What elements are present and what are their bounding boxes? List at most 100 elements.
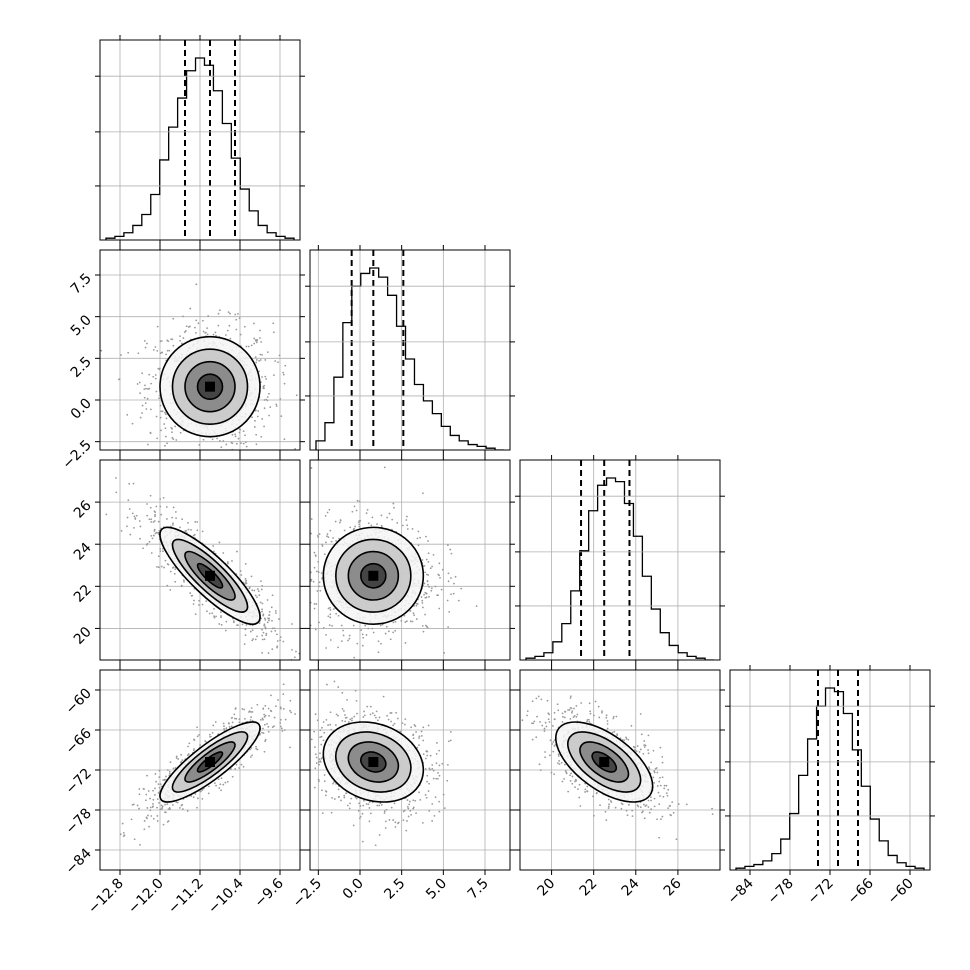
sample-point: [261, 628, 263, 631]
sample-point: [228, 456, 230, 458]
sample-point: [187, 745, 189, 748]
sample-point: [392, 819, 395, 821]
sample-point: [202, 438, 205, 441]
sample-point: [329, 723, 332, 726]
sample-point: [164, 411, 166, 414]
sample-point: [189, 307, 192, 310]
sample-point: [133, 515, 136, 518]
sample-point: [263, 407, 266, 410]
sample-point: [242, 765, 245, 768]
sample-point: [401, 524, 404, 527]
sample-point: [430, 589, 433, 592]
scatter-panel-3-2: 20 22 24 26: [515, 665, 725, 899]
sample-point: [171, 516, 173, 519]
sample-point: [406, 806, 409, 808]
density-contour: [159, 335, 261, 438]
sample-point: [441, 762, 444, 765]
sample-point: [291, 623, 293, 625]
sample-point: [201, 797, 204, 800]
sample-point: [271, 726, 274, 729]
sample-point: [196, 529, 199, 532]
sample-point: [432, 769, 435, 772]
sample-point: [257, 590, 260, 592]
sample-point: [256, 703, 259, 706]
sample-point: [377, 651, 380, 654]
sample-point: [385, 808, 388, 811]
sample-point: [447, 580, 450, 583]
sample-point: [165, 353, 167, 356]
sample-point: [249, 719, 252, 721]
sample-point: [438, 749, 441, 752]
sample-point: [296, 663, 298, 665]
sample-point: [322, 626, 325, 629]
sample-point: [172, 767, 175, 770]
sample-point: [368, 807, 371, 809]
sample-point: [391, 518, 394, 521]
sample-point: [230, 725, 233, 728]
sample-point: [216, 437, 218, 440]
sample-point: [384, 827, 387, 829]
sample-point: [198, 599, 200, 602]
sample-point: [158, 801, 160, 804]
sample-point: [412, 733, 415, 736]
sample-point: [424, 767, 427, 770]
sample-point: [134, 518, 137, 520]
sample-point: [446, 544, 449, 547]
sample-point: [316, 719, 319, 722]
sample-point: [521, 719, 524, 722]
density-contour: [171, 538, 249, 613]
sample-point: [230, 717, 233, 719]
sample-point: [282, 707, 285, 710]
sample-point: [270, 694, 272, 697]
sample-point: [329, 606, 331, 609]
sample-point: [159, 498, 162, 500]
sample-point: [367, 627, 370, 630]
sample-point: [180, 342, 183, 345]
sample-point: [335, 713, 338, 716]
sample-point: [189, 592, 192, 594]
sample-point: [356, 712, 358, 715]
sample-point: [428, 809, 431, 812]
sample-point: [166, 769, 169, 771]
histogram-2: [525, 477, 714, 660]
sample-point: [142, 787, 145, 790]
sample-point: [252, 322, 255, 325]
sample-point: [191, 511, 193, 513]
sample-point: [364, 624, 367, 627]
sample-point: [407, 815, 410, 818]
sample-point: [348, 634, 351, 637]
sample-point: [209, 735, 212, 738]
sample-point: [156, 565, 158, 568]
density-contour: [184, 550, 236, 601]
x-tick-label: −12.0: [125, 876, 167, 918]
sample-point: [148, 518, 151, 521]
sample-point: [245, 624, 248, 626]
sample-point: [268, 414, 270, 417]
sample-point: [308, 511, 310, 513]
sample-point: [446, 599, 449, 602]
sample-point: [354, 525, 356, 528]
sample-point: [146, 342, 148, 345]
sample-point: [324, 794, 327, 797]
sample-point: [195, 319, 198, 322]
sample-point: [425, 750, 428, 753]
density-peak: [205, 381, 215, 392]
sample-point: [659, 746, 662, 749]
sample-point: [161, 410, 164, 413]
sample-point: [437, 594, 440, 597]
sample-point: [261, 418, 264, 420]
sample-point: [162, 496, 165, 499]
sample-point: [267, 511, 269, 513]
sample-point: [443, 652, 446, 654]
sample-point: [380, 514, 383, 517]
sample-point: [328, 624, 331, 627]
sample-point: [255, 361, 258, 364]
sample-point: [388, 819, 391, 821]
sample-point: [411, 620, 414, 623]
sample-point: [280, 727, 283, 730]
sample-point: [433, 815, 436, 817]
sample-point: [251, 629, 254, 632]
sample-point: [194, 521, 197, 523]
sample-point: [136, 804, 139, 807]
sample-point: [252, 638, 255, 640]
